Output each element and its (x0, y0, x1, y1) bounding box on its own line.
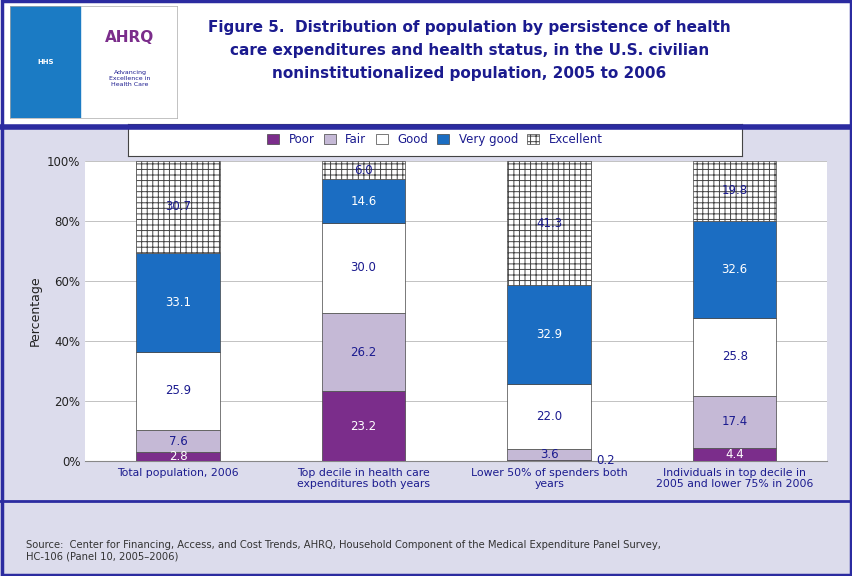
Text: 32.9: 32.9 (535, 328, 561, 341)
Text: 26.2: 26.2 (350, 346, 377, 359)
Bar (321, 391, 405, 461)
Text: 25.9: 25.9 (164, 384, 191, 397)
Bar (136, 253, 220, 352)
Text: 30.0: 30.0 (350, 262, 376, 274)
Y-axis label: Percentage: Percentage (28, 276, 42, 346)
Text: 3.6: 3.6 (539, 448, 558, 461)
Text: noninstitutionalized population, 2005 to 2006: noninstitutionalized population, 2005 to… (272, 66, 665, 81)
Bar (136, 161, 220, 253)
Bar (507, 460, 590, 461)
Bar (136, 452, 220, 461)
Text: 32.6: 32.6 (721, 263, 747, 276)
Text: 23.2: 23.2 (350, 419, 377, 433)
Bar (692, 448, 775, 461)
Text: 7.6: 7.6 (169, 434, 187, 448)
Text: 17.4: 17.4 (721, 415, 747, 428)
Bar (136, 430, 220, 452)
Legend: Poor, Fair, Good, Very good, Excellent: Poor, Fair, Good, Very good, Excellent (262, 128, 607, 151)
Text: AHRQ: AHRQ (106, 30, 154, 45)
Bar (321, 161, 405, 179)
Bar (692, 221, 775, 318)
Text: 22.0: 22.0 (535, 410, 561, 423)
Text: 19.8: 19.8 (721, 184, 747, 198)
Text: 6.0: 6.0 (354, 164, 372, 177)
Text: HHS: HHS (37, 59, 54, 65)
Text: 33.1: 33.1 (165, 296, 191, 309)
Bar (321, 179, 405, 223)
Bar (692, 318, 775, 396)
Text: 30.7: 30.7 (165, 200, 191, 214)
Bar (321, 223, 405, 313)
Bar (10, 6, 80, 118)
Text: 0.2: 0.2 (596, 454, 614, 467)
Text: 2.8: 2.8 (169, 450, 187, 463)
Text: Source:  Center for Financing, Access, and Cost Trends, AHRQ, Household Componen: Source: Center for Financing, Access, an… (26, 540, 659, 562)
Text: 41.3: 41.3 (535, 217, 561, 230)
Text: care expenditures and health status, in the U.S. civilian: care expenditures and health status, in … (229, 43, 708, 58)
Bar (692, 161, 775, 221)
Text: 25.8: 25.8 (721, 350, 746, 363)
Bar (321, 313, 405, 391)
Bar (507, 449, 590, 460)
Text: Advancing
Excellence in
Health Care: Advancing Excellence in Health Care (109, 70, 151, 87)
Text: Figure 5.  Distribution of population by persistence of health: Figure 5. Distribution of population by … (208, 20, 729, 35)
Bar (507, 285, 590, 384)
Text: 14.6: 14.6 (350, 195, 377, 207)
Bar (136, 352, 220, 430)
Bar (507, 384, 590, 449)
Text: 4.4: 4.4 (724, 448, 743, 461)
Bar (692, 396, 775, 448)
Bar (507, 161, 590, 285)
